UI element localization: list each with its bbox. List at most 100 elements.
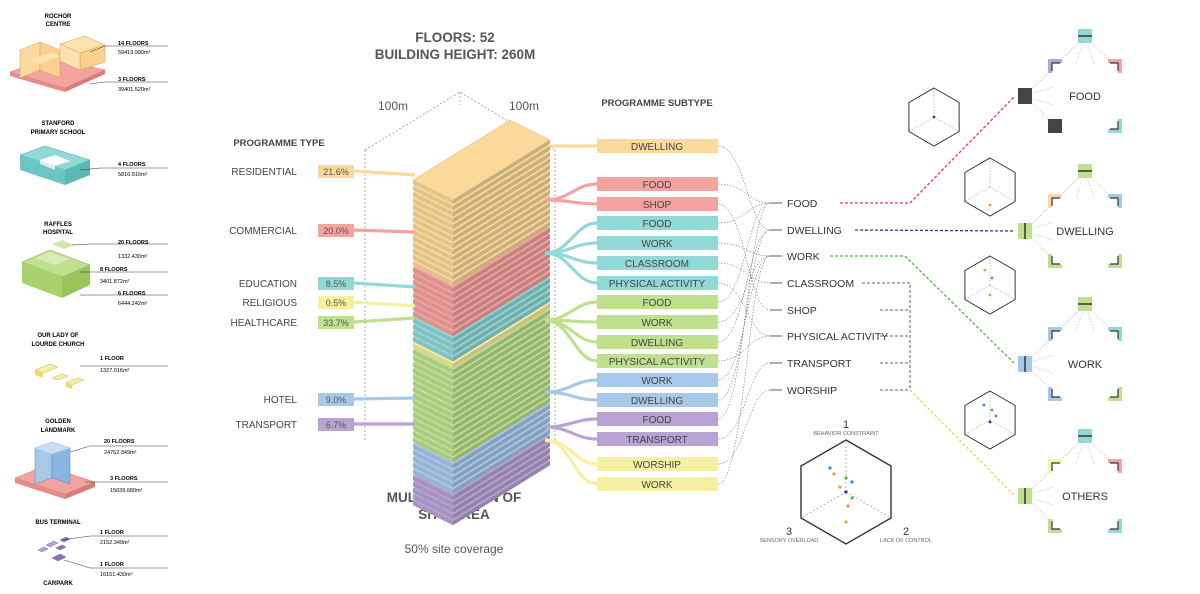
programme-type-label: HOTEL [264, 395, 298, 406]
floor-slab-edge [413, 287, 453, 312]
hexagon-axis [908, 116, 935, 132]
dimension-left: 100m [378, 99, 408, 113]
programme-subtype-box [597, 197, 718, 211]
floor-slab-edge [413, 457, 453, 482]
floor-slab-edge [453, 379, 550, 444]
programme-type-value: 20.0% [323, 226, 349, 236]
floor-count: 8 FLOORS [100, 267, 128, 273]
floor-area: 59419.990m² [118, 50, 151, 56]
floor-slab-edge [453, 171, 550, 236]
floor-slab-edge [453, 190, 550, 255]
floor-slab-edge [453, 354, 550, 419]
building-rochor-centre: ROCHOR CENTRE 14 FLOORS 59419.990m² 3 FL… [9, 14, 168, 93]
floor-slab-edge [453, 196, 550, 261]
axis-label: BEHAVIOR CONSTRAINT [813, 431, 879, 437]
floor-slab-edge [453, 228, 550, 293]
programme-subtype-label: WORK [641, 318, 672, 329]
floor-slab-edge [413, 331, 453, 356]
floor-count: 6 FLOORS [118, 291, 146, 297]
programme-type-heading: PROGRAMME TYPE [233, 138, 324, 149]
floor-slab-edge [413, 488, 453, 513]
programme-type-value: 0.5% [326, 298, 347, 308]
programme-subtype-label: WORK [641, 239, 672, 250]
cluster-core [1052, 198, 1118, 264]
mini-behavior-hexagon [908, 87, 960, 147]
floor-slab-edge [413, 406, 453, 431]
activity-list: FOOD DWELLING WORK CLASSROOM SHOP PHYSICAL AC… [717, 95, 1016, 497]
building-stanford-primary-school: STANFORD PRIMARY SCHOOL 4 FLOORS 5816.91… [19, 121, 168, 185]
floor-slab-edge [453, 398, 550, 463]
floor-slab-edge [453, 423, 550, 488]
floor-slab-edge [413, 186, 453, 211]
floor-slab-edge [453, 448, 550, 513]
floor-slab-edge [453, 329, 550, 393]
mini-behavior-hexagon [964, 157, 1016, 217]
floor-slab-edge [413, 293, 453, 318]
subtype-connector [544, 390, 598, 402]
floor-slab-edge [413, 450, 453, 475]
dwelling-link [854, 229, 1016, 232]
floor-slab-edge [453, 347, 550, 412]
programme-subtype-box [597, 477, 718, 491]
floor-slab-edge [453, 341, 550, 406]
floor-slab-edge [453, 429, 550, 494]
axis-label: SENSORY OVERLOAD [760, 538, 819, 544]
programme-type-value: 6.7% [326, 420, 347, 430]
floor-slab-edge [413, 255, 453, 280]
subtype-connector [544, 182, 598, 202]
floor-area: 2152.349m² [100, 540, 130, 546]
mini-behavior-hexagon [964, 390, 1016, 450]
floor-slab-edge [413, 432, 453, 456]
axis-number: 2 [903, 526, 909, 538]
programme-type-list: RESIDENTIAL 21.6% COMMERCIAL 20.0% EDUCATION… [229, 165, 354, 431]
programme-subtype-box [597, 373, 718, 387]
programme-subtype-label: WORSHIP [633, 460, 681, 471]
floor-count: 3 FLOORS [110, 476, 138, 482]
floor-slab-edge [413, 463, 453, 488]
behavior-point [988, 293, 992, 297]
building-name: PRIMARY SCHOOL [31, 130, 86, 136]
programme-subtype-label: FOOD [643, 298, 672, 309]
building-height-label: BUILDING HEIGHT: 260M [375, 47, 536, 62]
floor-slab-edge [453, 177, 550, 242]
programme-subtype-list: DWELLING FOOD SHOP FOOD WORK CLASSROOM PHYSICA… [597, 139, 718, 491]
floor-slab-edge [453, 404, 550, 469]
floor-count: 20 FLOORS [104, 439, 135, 445]
programme-type-box [318, 393, 354, 406]
programme-type-value: 21.6% [323, 167, 349, 177]
building-name: CENTRE [46, 22, 71, 28]
floor-slab-edge [453, 461, 550, 526]
floor-count: 1 FLOOR [100, 356, 124, 362]
floor-count: 1 FLOOR [100, 562, 124, 568]
floor-slab-edge [413, 394, 453, 419]
existing-buildings-column: ROCHOR CENTRE 14 FLOORS 59419.990m² 3 FL… [9, 14, 168, 587]
cluster-core [1052, 463, 1118, 529]
behavior-point [983, 268, 987, 272]
cluster-food: FOOD [1018, 29, 1122, 133]
floor-slab-edge [413, 337, 453, 362]
programme-subtype-label: WORK [641, 480, 672, 491]
cluster-bracket [1051, 62, 1119, 130]
floor-slab-edge [413, 350, 453, 375]
behavior-point [988, 420, 992, 424]
programme-subtype-label: SHOP [643, 200, 672, 211]
programme-subtype-box [597, 276, 718, 290]
stacked-tower [412, 119, 551, 526]
floor-slab-edge [453, 417, 550, 482]
floor-area: 39401.520m² [118, 87, 151, 93]
floor-slab-edge [453, 322, 550, 387]
cluster-dwelling: DWELLING [1018, 164, 1122, 268]
programme-subtype-label: PHYSICAL ACTIVITY [609, 279, 706, 290]
building-name: HOSPITAL [43, 230, 73, 236]
floor-slab-edge [453, 303, 550, 368]
programme-subtype-box [597, 432, 718, 446]
floor-slab-edge [453, 158, 550, 223]
programme-type-label: RELIGIOUS [243, 298, 298, 309]
floor-slab-edge [453, 259, 550, 324]
cluster-label: WORK [1068, 359, 1103, 371]
floor-count: 20 FLOORS [118, 240, 149, 246]
building-golden-landmark: GOLDEN LANDMARK 20 FLOORS 24762.349m² 3 … [14, 419, 168, 499]
building-name: OUR LADY OF [37, 333, 79, 339]
hexagon-axis [800, 491, 847, 519]
